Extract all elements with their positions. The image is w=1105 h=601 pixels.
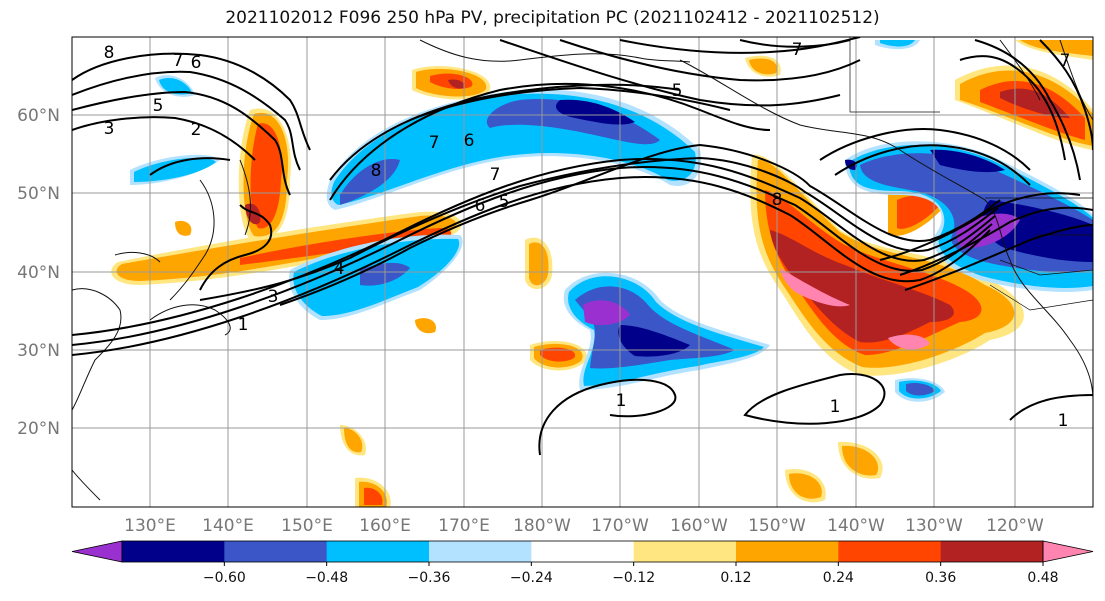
lon-label: 140°W [827,516,885,536]
lon-label: 130°W [905,516,963,536]
lon-label: 150°W [748,516,806,536]
colorbar-tick-label: 0.48 [1027,570,1058,586]
precip-positive-veryhigh [245,79,1070,343]
contour-label: 7 [490,165,501,185]
lon-label: 150°E [281,516,333,536]
colorbar-segment [736,541,839,562]
contour-label: 3 [268,287,279,307]
pv-contours [72,37,1093,456]
contour-label: 4 [334,259,345,279]
lon-label: 160°W [670,516,728,536]
contour-label: 1 [616,391,627,411]
precip-positive-extreme [780,268,930,350]
lat-label: 50°N [17,184,60,204]
contour-label: 5 [153,96,164,116]
contour-label: 7 [173,51,184,71]
contour-label: 1 [1058,411,1069,431]
lon-label: 160°E [359,516,411,536]
lon-label: 140°E [202,516,254,536]
contour-label: 2 [191,120,202,140]
colorbar-segment [940,541,1044,562]
contour-label: 8 [371,161,382,181]
lat-label: 20°N [17,419,60,439]
colorbar-outline [121,540,1044,563]
lon-label: 180°W [513,516,571,536]
lat-label: 40°N [17,263,60,283]
contour-label: 3 [104,119,115,139]
colorbar-segment [633,541,737,562]
colorbar-segment [224,541,328,562]
colorbar-tick-label: −0.60 [203,570,246,586]
colorbar [71,540,1094,563]
colorbar-extend-high [1042,540,1094,563]
contour-label: 5 [672,81,683,101]
graticule [72,37,1093,507]
colorbar-tick-label: −0.12 [612,570,655,586]
latitude-labels: 60°N 50°N 40°N 30°N 20°N [17,106,60,439]
contour-label: 6 [475,196,486,216]
contour-label: 6 [464,131,475,151]
contour-label: 8 [104,43,115,63]
colorbar-ticks: −0.60 −0.48 −0.36 −0.24 −0.12 0.12 0.24 0.36 0.4… [203,562,1059,586]
lat-label: 60°N [17,106,60,126]
colorbar-segment [122,541,225,562]
colorbar-tick-label: −0.24 [510,570,553,586]
contour-label: 1 [238,315,249,335]
colorbar-segment [326,541,430,562]
colorbar-tick-label: 0.12 [720,570,751,586]
lon-label: 130°E [124,516,176,536]
lon-label: 120°W [986,516,1044,536]
colorbar-segment [531,541,635,562]
contour-label: 1 [830,397,841,417]
contour-label: 8 [772,190,783,210]
contour-label: 7 [792,40,803,60]
contour-label: 6 [191,53,202,73]
borders [849,37,1093,311]
map-title: 2021102012 F096 250 hPa PV, precipitatio… [225,8,880,28]
colorbar-tick-label: 0.36 [925,570,956,586]
map-border [71,36,1094,508]
colorbar-tick-label: −0.36 [408,570,451,586]
contour-label: 7 [1060,51,1071,71]
colorbar-extend-low [71,540,123,563]
longitude-labels: 130°E 140°E 150°E 160°E 170°E 180°W 170°… [124,516,1044,536]
colorbar-segment [429,541,532,562]
coastlines [72,39,1093,501]
colorbar-tick-label: −0.48 [305,570,348,586]
contour-label: 5 [499,192,510,212]
lon-label: 170°W [591,516,649,536]
lon-label: 170°E [438,516,490,536]
lat-label: 30°N [17,341,60,361]
colorbar-segment [838,541,942,562]
colorbar-tick-label: 0.24 [823,570,854,586]
contour-label: 7 [429,133,440,153]
contour-labels: 8 7 6 5 3 2 8 7 6 7 6 5 4 3 1 1 1 7 8 5 … [104,40,1071,431]
